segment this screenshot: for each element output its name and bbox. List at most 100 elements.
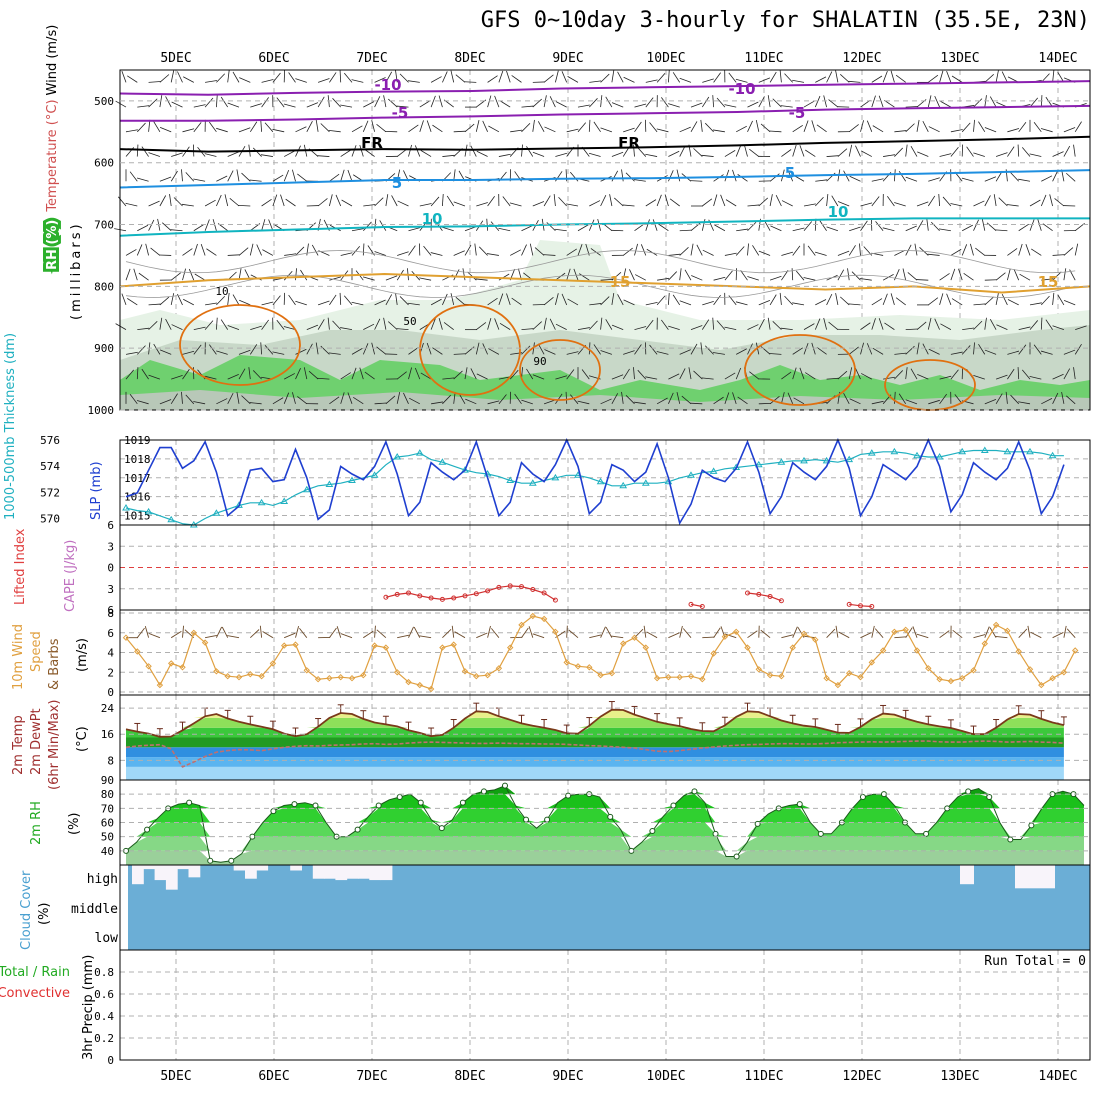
wind-barb [984,195,991,207]
wind-barb [1042,223,1053,232]
wind-barb [148,374,161,380]
wind-speed-point [936,675,943,683]
wind-barb [284,150,295,157]
wind-barb [843,170,850,182]
cloud-gap [290,865,302,871]
wind-barb [905,225,917,232]
wind-barb [182,268,186,281]
y-tick-label: 16 [101,728,114,741]
rh-point [544,816,551,823]
wind-barb [871,178,884,182]
temp-contour [119,272,1091,294]
wind-barb [1075,325,1087,331]
wind-barb [611,102,624,108]
wind-barb [735,145,742,157]
wind-barb [453,130,466,133]
wind-barb [848,367,853,380]
lifted-index-point [496,584,502,590]
wind-barb [259,625,263,638]
wind-barb [701,154,714,157]
wind-barb [181,203,194,207]
wind-barb [1052,170,1059,182]
wind-barb [376,346,387,355]
lifted-index-point [462,593,468,599]
temp-axis-label-3: (6hr Min/Max) [47,700,62,790]
wind-barb [148,632,161,639]
wind-barb [973,342,975,355]
rh-point [186,799,193,806]
wind-barb [621,169,624,182]
wind-barb [828,99,839,108]
wind-barb [831,195,839,207]
thickness-marker [325,480,334,487]
wind-barb [1045,319,1053,330]
wind-barb [292,169,296,182]
wind-barb [916,220,924,231]
date-label-top: 11DEC [744,51,783,66]
wind-barb [874,628,884,638]
rh-band [126,822,1084,837]
wind-barb [285,198,296,207]
wind-barb [916,119,920,132]
cloud-gap [369,865,382,881]
wind-barb [329,173,340,182]
wind-barb [566,128,579,133]
wind-barb [815,179,828,182]
wind-barb [605,626,613,638]
wind-barb [1052,70,1055,83]
lifted-index-point [406,590,411,596]
wind-barb [555,101,567,108]
lifted-index-point [439,596,445,602]
wind-barb [758,77,771,83]
wind-barb [363,204,376,207]
y-tick-label: 700 [94,219,114,232]
wind-speed-point [902,626,909,634]
wind-barb [185,172,195,182]
wind-barb [351,367,357,380]
wind-barb [600,127,613,133]
wind-barb [623,299,635,306]
wind-speed-line [125,615,1076,690]
wind-speed-point [925,665,932,672]
wind-barb [129,171,138,182]
thickness-marker [1048,451,1057,459]
wind-barb [758,96,765,108]
wind-barb [593,121,601,133]
wind-barb [1018,178,1031,182]
wind-barb [1018,628,1028,638]
wind-barb [848,245,856,256]
wind-barb [847,268,850,281]
wind-barb [1041,278,1054,281]
wind-barb [1029,219,1035,231]
wind-barb [261,219,266,231]
wind-barb [283,392,290,404]
wind-barb [588,119,591,132]
wind-barb [351,228,364,232]
wind-barb [499,322,511,330]
cloud-level-label: high [87,872,118,887]
wind-barb [837,148,848,157]
wind-barb [600,195,607,207]
wind-barb [443,322,454,330]
wind-barb [882,71,888,83]
wind-barb [791,268,794,281]
wind-barb [170,272,181,281]
wind-barb [573,268,579,281]
thickness-marker [754,460,763,468]
wind-barb [431,401,444,405]
contour-label: -10 [374,76,401,94]
wind-barb [803,120,809,132]
wind-barb [693,370,703,380]
wind-barb [905,627,913,638]
wind-barb [371,120,375,132]
wind-barb [311,244,319,256]
wind-barb [426,120,432,132]
wind-barb [236,391,240,404]
temp-contour [119,217,1090,237]
wind-barb [871,196,880,207]
wind-barb [590,248,601,256]
wind-barb [148,200,160,207]
wind-barb [494,318,500,330]
temp-axis-label-2: 2m DewPt [29,708,44,775]
wind-barb [340,372,351,380]
